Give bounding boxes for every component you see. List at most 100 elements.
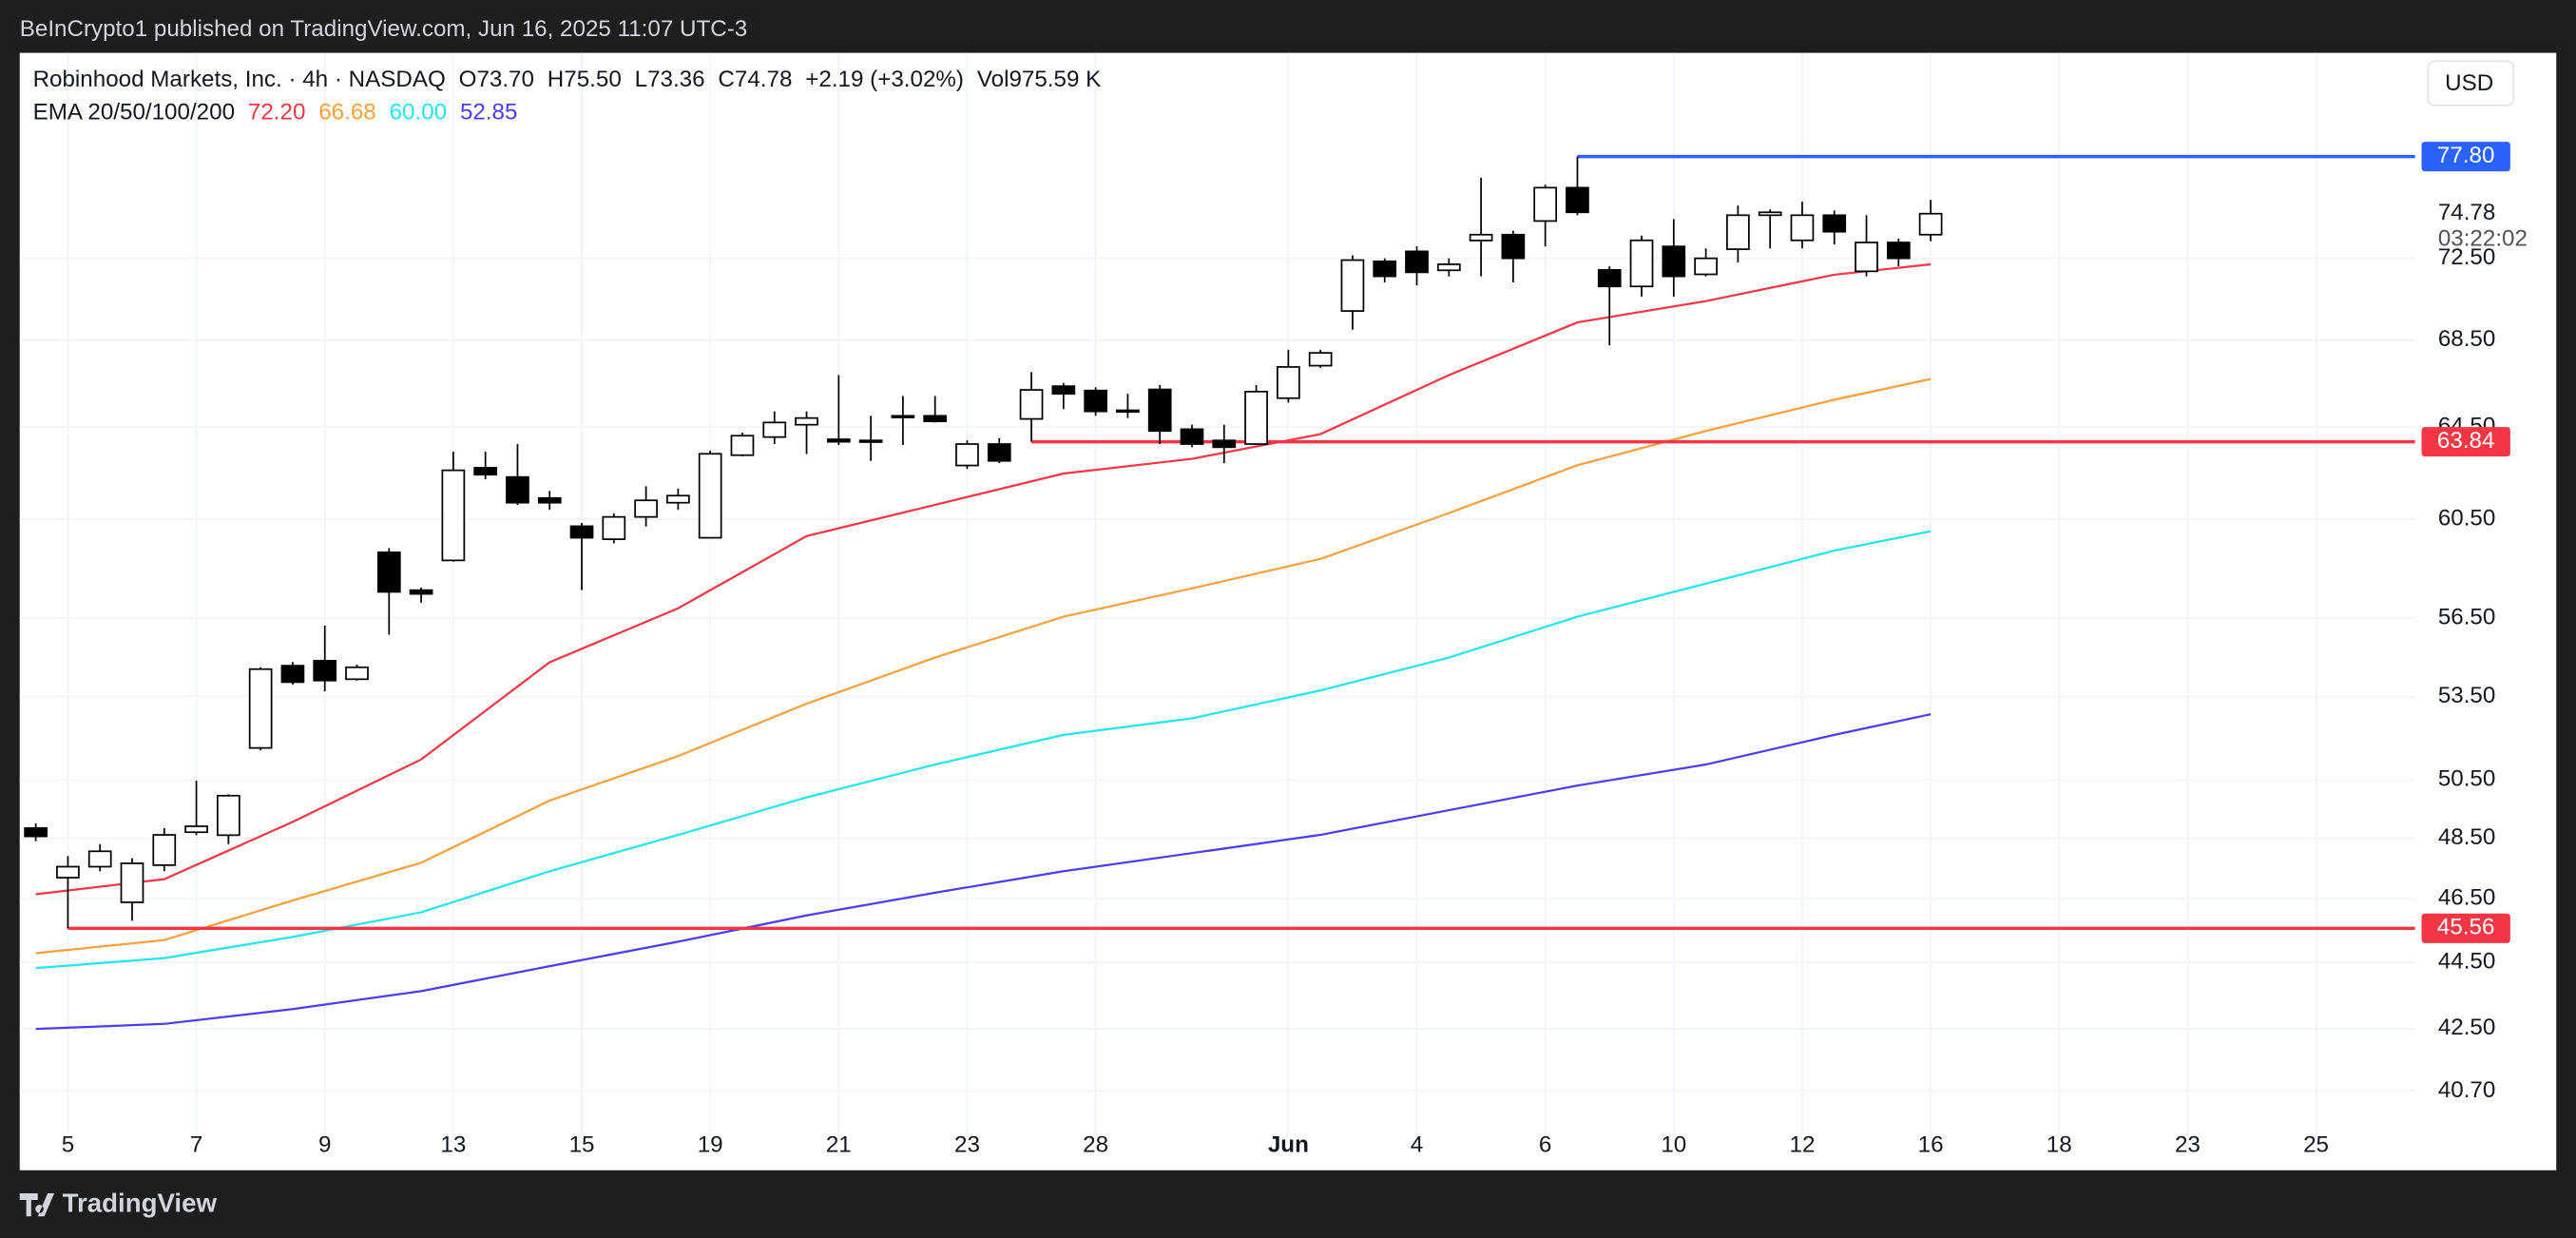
x-tick-label: 6 <box>1539 1132 1551 1157</box>
x-tick-label: 5 <box>62 1132 74 1157</box>
y-tick-label: 46.50 <box>2438 885 2496 911</box>
candle-body <box>1277 366 1300 399</box>
ohlc-value: 73.70 <box>476 67 534 92</box>
candle-body <box>1084 389 1107 413</box>
brand: TradingView <box>63 1188 218 1217</box>
candle-body <box>152 834 177 866</box>
candle-body <box>1308 352 1333 367</box>
candle-body <box>826 438 851 443</box>
x-tick-label: 7 <box>190 1132 202 1157</box>
candle-body <box>666 494 690 504</box>
candle-body <box>698 453 722 539</box>
x-tick-label: 15 <box>569 1132 595 1157</box>
candle-body <box>795 416 818 426</box>
candle-body <box>1886 242 1911 260</box>
candle-body <box>1501 233 1526 260</box>
candle-body <box>955 443 979 467</box>
candle-body <box>56 865 80 879</box>
published-note: BeInCrypto1 published on TradingView.com… <box>20 16 748 42</box>
ohlc-prefix: H <box>548 67 564 92</box>
candle-body <box>1373 260 1397 278</box>
candle-body <box>184 825 208 834</box>
ema-value: 72.20 <box>248 100 306 126</box>
candle-body <box>1147 388 1172 433</box>
x-tick-label: 25 <box>2303 1132 2329 1157</box>
candle-body <box>120 862 144 903</box>
candle-body <box>537 496 562 504</box>
y-tick-label: 44.50 <box>2438 948 2496 974</box>
x-tick-label: 23 <box>2175 1132 2201 1157</box>
x-tick-label: 21 <box>826 1132 852 1157</box>
x-tick-label: 28 <box>1083 1132 1108 1157</box>
candle-body <box>24 827 48 838</box>
y-tick-label: 56.50 <box>2438 604 2496 629</box>
candle-body <box>891 415 915 418</box>
candle-body <box>1726 214 1750 250</box>
plot <box>24 154 2415 1031</box>
y-tick-label: 40.70 <box>2438 1077 2496 1103</box>
x-tick-label: 13 <box>440 1132 466 1157</box>
candle-body <box>1629 239 1654 288</box>
x-tick-label: 4 <box>1411 1132 1423 1157</box>
x-tick-label: 10 <box>1661 1132 1686 1157</box>
candle-body <box>762 421 787 438</box>
level-label: 45.56 <box>2437 915 2495 940</box>
candle-body <box>1855 242 1878 273</box>
y-tick-label: 48.50 <box>2438 824 2496 850</box>
grid <box>19 52 2415 1134</box>
indicator: EMA 20/50/100/200 <box>33 100 235 126</box>
x-tick-label: 19 <box>698 1132 723 1157</box>
candle-body <box>1019 389 1044 420</box>
ema-value: 66.68 <box>318 100 376 126</box>
ohlc-value: 75.50 <box>564 67 622 92</box>
candle-body <box>87 850 112 868</box>
x-tick-label: 23 <box>954 1132 980 1157</box>
ema-line <box>35 377 1932 955</box>
level-tag <box>2421 427 2510 457</box>
candle-body <box>1405 250 1429 274</box>
symbol: Robinhood Markets, Inc. · 4h · NASDAQ <box>33 67 446 92</box>
candle-body <box>730 435 755 456</box>
volume-prefix: Vol <box>977 67 1009 92</box>
candle-body <box>506 475 529 504</box>
candle-body <box>1758 211 1782 217</box>
x-tick-label: 12 <box>1790 1132 1816 1157</box>
ohlc-value: 73.36 <box>647 67 705 92</box>
candle-body <box>1662 245 1686 278</box>
candle-body <box>634 499 658 518</box>
y-tick-label: 72.50 <box>2438 244 2496 270</box>
candle-body <box>345 666 369 681</box>
candle-body <box>1469 233 1493 242</box>
candle-body <box>1436 263 1461 272</box>
currency[interactable]: USD <box>2445 70 2493 96</box>
candle-body <box>313 659 337 682</box>
ohlc-value: 74.78 <box>735 67 793 92</box>
volume: 975.59 K <box>1009 67 1101 92</box>
candle-body <box>1244 390 1268 445</box>
ema-line <box>35 262 1932 896</box>
ema-line <box>35 713 1932 1031</box>
ema-line <box>35 530 1932 970</box>
x-tick-label: 18 <box>2047 1132 2072 1157</box>
countdown: 03:22:02 <box>2438 226 2528 252</box>
candle-body <box>1694 257 1718 276</box>
candle-body <box>923 415 948 423</box>
y-tick-label: 68.50 <box>2438 326 2496 352</box>
candle-body <box>376 551 401 593</box>
x-tick-label: 16 <box>1918 1132 1944 1157</box>
y-tick-label: 42.50 <box>2438 1015 2496 1040</box>
ohlc-prefix: C <box>718 67 734 92</box>
footer <box>0 1170 2576 1238</box>
currency-button[interactable] <box>2427 60 2515 106</box>
ema-value: 52.85 <box>460 100 518 126</box>
candle-body <box>1116 409 1140 414</box>
candle-body <box>1340 259 1365 312</box>
candle-body <box>1180 428 1204 445</box>
x-tick-label: 9 <box>318 1132 331 1157</box>
candle-body <box>1597 268 1622 288</box>
candle-body <box>1790 214 1815 242</box>
y-tick-label: 50.50 <box>2438 766 2496 792</box>
change: +2.19 (+3.02%) <box>805 67 964 92</box>
ohlc-prefix: O <box>459 67 477 92</box>
candle-body <box>217 794 240 837</box>
